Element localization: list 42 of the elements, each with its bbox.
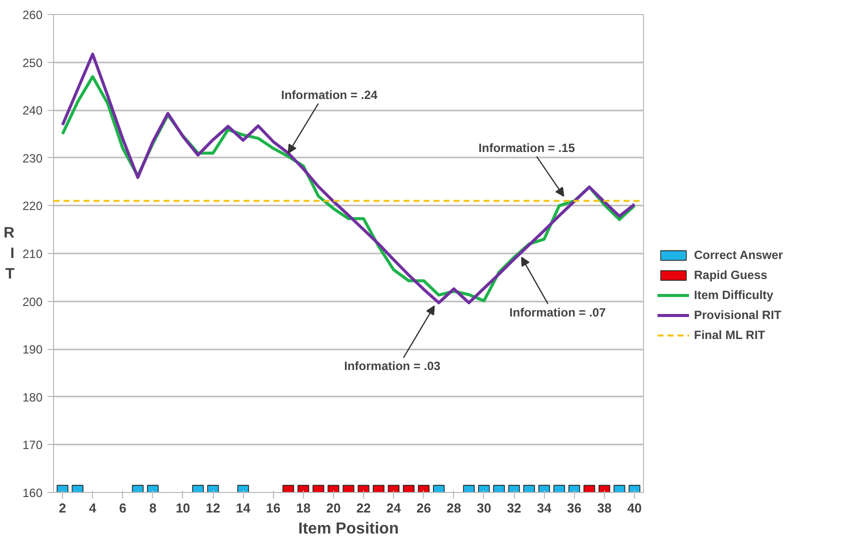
x-tick-label: 40 <box>627 500 642 516</box>
x-tick-label: 18 <box>296 500 311 516</box>
y-tick-label: 260 <box>22 8 43 22</box>
x-tick-label: 34 <box>536 500 552 516</box>
y-tick-label: 180 <box>22 390 43 404</box>
y-tick-label: 210 <box>22 247 43 261</box>
x-tick-label: 6 <box>119 500 126 516</box>
x-tick-label: 14 <box>236 500 252 516</box>
y-tick-label: 160 <box>22 486 43 500</box>
legend-label: Rapid Guess <box>694 268 768 282</box>
x-tick-label: 4 <box>89 500 98 516</box>
y-tick-label: 240 <box>22 104 43 118</box>
x-tick-label: 16 <box>266 500 280 516</box>
x-tick-label: 20 <box>326 500 341 516</box>
annotation: Information = .07 <box>509 305 606 320</box>
x-tick-label: 2 <box>58 500 66 516</box>
y-tick-label: 230 <box>22 151 43 166</box>
x-tick-label: 12 <box>206 500 220 516</box>
x-tick-label: 22 <box>356 500 371 516</box>
y-tick-label: 250 <box>22 56 43 70</box>
annotation: Information = .03 <box>344 359 441 374</box>
x-tick-label: 10 <box>176 500 190 516</box>
y-tick-label: 220 <box>22 199 43 214</box>
x-tick-label: 32 <box>506 500 522 516</box>
annotation: Information = .24 <box>281 88 378 102</box>
x-tick-label: 36 <box>567 500 582 516</box>
legend-label: Correct Answer <box>694 248 783 262</box>
x-tick-label: 38 <box>597 500 612 516</box>
x-tick-label: 26 <box>416 500 431 516</box>
x-tick-label: 30 <box>476 500 492 516</box>
legend-label: Provisional RIT <box>694 308 782 322</box>
legend-label: Final ML RIT <box>694 328 766 342</box>
x-axis-title: Item Position <box>298 520 399 538</box>
x-tick-label: 8 <box>149 500 156 516</box>
y-tick-label: 190 <box>22 342 43 357</box>
y-tick-label: 200 <box>22 294 43 309</box>
annotation: Information = .15 <box>478 141 576 156</box>
y-tick-label: 170 <box>22 438 43 452</box>
y-axis-title: RIT <box>4 224 15 282</box>
legend-label: Item Difficulty <box>694 288 774 302</box>
x-tick-label: 28 <box>446 500 462 516</box>
x-tick-label: 24 <box>386 500 402 516</box>
